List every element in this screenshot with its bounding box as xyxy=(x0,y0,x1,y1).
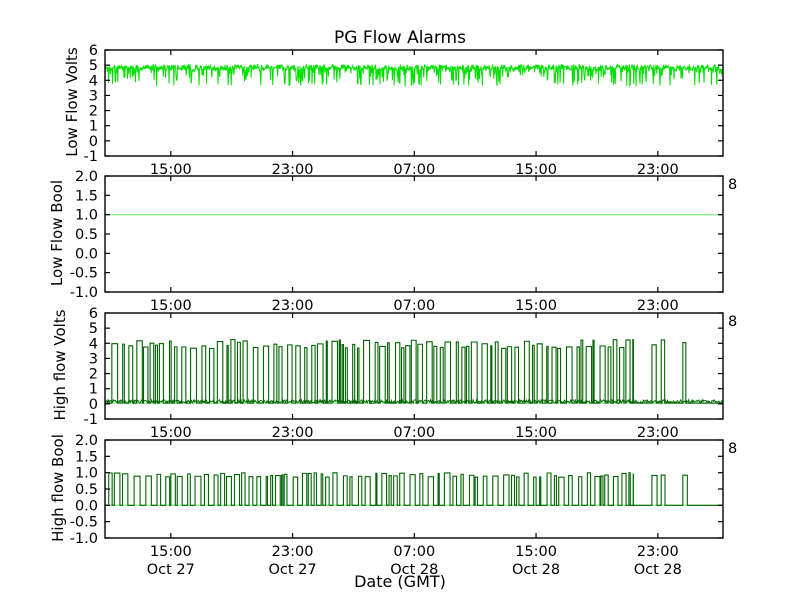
x-tick-label: 15:00 xyxy=(515,162,557,178)
x-tick-label: 15:00 xyxy=(150,425,192,441)
y-tick-label: 2.0 xyxy=(75,433,98,449)
x-tick-label: 07:00 xyxy=(393,162,435,178)
panel-high_flow_bool: 2.01.51.00.50.0-0.5-1.0 15:00 Oct 27 23:00 O… xyxy=(70,433,738,578)
y-tick-label: 5 xyxy=(89,321,98,337)
y-tick-label: 4 xyxy=(89,73,98,89)
y-tick-label: 3 xyxy=(89,88,98,104)
y-tick-label: 1.5 xyxy=(75,449,98,465)
x-tick-label: 07:00 xyxy=(393,544,435,560)
x-tick-label: 15:00 xyxy=(515,298,557,314)
x-tick-label: 23:00 xyxy=(637,298,679,314)
x-tick-label: 15:00 xyxy=(150,298,192,314)
y-tick-label: 6 xyxy=(89,43,98,59)
y-tick-label: 2 xyxy=(89,367,98,383)
x-tick-date-label: Oct 28 xyxy=(390,562,438,578)
y-tick-label: 4 xyxy=(89,336,98,352)
y-tick-label: -1.0 xyxy=(70,531,98,547)
trace-high_flow_bool xyxy=(105,472,723,507)
x-tick-label: 15:00 xyxy=(150,544,192,560)
trace-high_flow_volts xyxy=(105,339,723,405)
y-tick-label: -0.5 xyxy=(70,515,98,531)
panel-low_flow_bool: 2.0 1.5 1.0 0.5 0.0 -0.5 -1.0 15:00 23:00 07:00 15… xyxy=(70,169,738,314)
x-tick-label: 07:00 xyxy=(393,298,435,314)
y-tick-label: -1 xyxy=(84,149,98,165)
x-tick-label: 23:00 xyxy=(272,298,314,314)
y-tick-label: 1.5 xyxy=(75,188,98,204)
y-tick-label: 0.5 xyxy=(75,227,98,243)
y-tick-label: -1 xyxy=(84,412,98,428)
x-tick-date-label: Oct 27 xyxy=(147,562,195,578)
x-axis-label: Date (GMT) xyxy=(354,572,446,591)
x-tick-label: 15:00 xyxy=(515,544,557,560)
y-tick-label: 6 xyxy=(89,306,98,322)
trace-low_flow_volts xyxy=(105,63,723,88)
y-tick-label: 5 xyxy=(89,58,98,74)
x-tick-label: 15:00 xyxy=(150,162,192,178)
y-tick-label: 3 xyxy=(89,351,98,367)
y-tick-label: 0 xyxy=(89,397,98,413)
x-tick-date-label: Oct 27 xyxy=(268,562,316,578)
x-tick-label: 23:00 xyxy=(272,544,314,560)
clipped-edge-label: 8 xyxy=(728,177,737,193)
y-tick-label: 1.0 xyxy=(75,466,98,482)
y-tick-label: 2.0 xyxy=(75,169,98,185)
x-tick-date-label: Oct 28 xyxy=(634,562,682,578)
x-tick-label: 23:00 xyxy=(637,425,679,441)
x-tick-date-label: Oct 28 xyxy=(512,562,560,578)
y-tick-label: 0 xyxy=(89,134,98,150)
y-tick-label: -0.5 xyxy=(70,266,98,282)
x-tick-label: 23:00 xyxy=(637,162,679,178)
x-tick-label: 23:00 xyxy=(637,544,679,560)
y-tick-label: 1.0 xyxy=(75,208,98,224)
y-tick-label: 2 xyxy=(89,104,98,120)
x-tick-label: 15:00 xyxy=(515,425,557,441)
y-tick-label: -1.0 xyxy=(70,285,98,301)
y-tick-label: 0.5 xyxy=(75,482,98,498)
x-tick-label: 07:00 xyxy=(393,425,435,441)
page-title: PG Flow Alarms xyxy=(334,28,466,48)
x-tick-label: 23:00 xyxy=(272,162,314,178)
y-tick-label: 1 xyxy=(89,382,98,398)
y-tick-label: 1 xyxy=(89,119,98,135)
clipped-edge-label: 8 xyxy=(728,314,737,330)
clipped-edge-label: 8 xyxy=(728,441,737,457)
y-tick-label: 0.0 xyxy=(75,498,98,514)
x-tick-label: 23:00 xyxy=(272,425,314,441)
y-tick-label: 0.0 xyxy=(75,246,98,262)
